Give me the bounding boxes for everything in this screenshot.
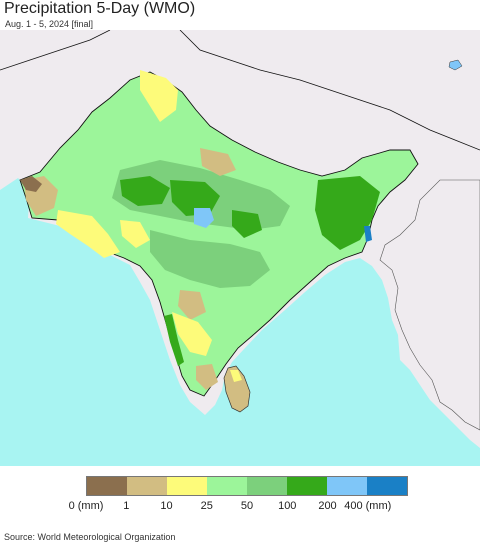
legend-labels: 0 (mm) 1 10 25 50 100 200 400 (mm) — [0, 500, 480, 514]
legend-swatch — [127, 477, 167, 495]
legend-label: 10 — [160, 500, 173, 512]
zone-200mm — [194, 208, 214, 228]
legend-label: 400 (mm) — [344, 500, 392, 512]
zone-100mm-west-coast — [164, 314, 184, 366]
zone-1mm-south — [178, 290, 206, 320]
map-subtitle: Aug. 1 - 5, 2024 [final] — [5, 19, 94, 29]
small-lake-icon — [448, 59, 463, 71]
legend-label: 100 — [278, 500, 297, 512]
sri-lanka-yellow — [230, 370, 242, 382]
zone-1mm-central — [200, 148, 236, 176]
legend-swatch — [327, 477, 367, 495]
legend-label: 200 — [318, 500, 337, 512]
source-credit: Source: World Meteorological Organizatio… — [4, 532, 176, 542]
legend-swatch — [167, 477, 207, 495]
sri-lanka — [223, 365, 251, 413]
map-title: Precipitation 5-Day (WMO) — [4, 0, 196, 17]
zone-10mm-deccan — [120, 220, 150, 248]
zone-50mm-central — [150, 230, 270, 288]
zone-100mm-b — [170, 180, 220, 216]
legend-label: 50 — [240, 500, 254, 512]
legend-swatch — [207, 477, 247, 495]
outer-border — [0, 30, 480, 151]
zone-10mm-north — [140, 70, 178, 122]
zone-10mm-gujarat — [56, 210, 120, 258]
zone-100mm-a — [120, 176, 170, 206]
zone-0mm-northwest — [20, 176, 42, 192]
zone-400mm — [364, 226, 372, 242]
precipitation-map — [0, 30, 480, 466]
legend-swatch — [287, 477, 327, 495]
zone-1mm-far-south — [196, 364, 218, 390]
legend-swatch — [247, 477, 287, 495]
ocean — [0, 178, 480, 466]
zone-100mm-northeast — [315, 176, 380, 250]
legend-label: 1 — [123, 500, 130, 512]
zone-100mm-c — [232, 210, 262, 238]
southeast-asia-land — [379, 179, 480, 431]
zone-10mm-south — [172, 312, 212, 356]
legend-label: 25 — [200, 500, 213, 512]
legend-swatch — [367, 477, 407, 495]
legend-swatch — [87, 477, 127, 495]
legend-label: 0 (mm) — [68, 500, 104, 512]
color-legend — [86, 476, 408, 496]
